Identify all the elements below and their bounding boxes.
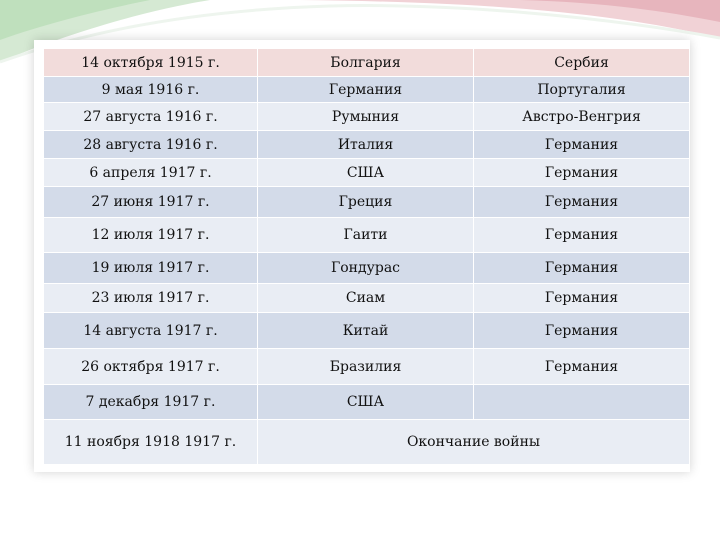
enemy-cell: Германия <box>473 312 690 349</box>
enemy-cell: Австро-Венгрия <box>473 102 690 131</box>
date-cell: 28 августа 1916 г. <box>43 130 258 159</box>
date-cell: 9 мая 1916 г. <box>43 76 258 103</box>
country-cell: США <box>257 384 474 420</box>
country-cell: Сиам <box>257 283 474 313</box>
table-row: 27 июня 1917 г. Греция Германия <box>43 186 690 218</box>
enemy-cell: Германия <box>473 158 690 187</box>
decorative-swoosh <box>0 0 720 64</box>
enemy-cell: Германия <box>473 186 690 218</box>
table-row: 14 августа 1917 г. Китай Германия <box>43 312 690 349</box>
date-cell: 27 июня 1917 г. <box>43 186 258 218</box>
date-cell: 7 декабря 1917 г. <box>43 384 258 420</box>
date-cell: 11 ноября 1918 1917 г. <box>43 419 258 465</box>
table-row: 19 июля 1917 г. Гондурас Германия <box>43 252 690 284</box>
enemy-cell: Германия <box>473 252 690 284</box>
enemy-cell <box>473 384 690 420</box>
date-cell: 12 июля 1917 г. <box>43 217 258 253</box>
date-cell: 14 октября 1915 г. <box>43 48 258 77</box>
table-row: 6 апреля 1917 г. США Германия <box>43 158 690 187</box>
date-cell: 27 августа 1916 г. <box>43 102 258 131</box>
table-row: 23 июля 1917 г. Сиам Германия <box>43 283 690 313</box>
enemy-cell: Германия <box>473 217 690 253</box>
table-row: 9 мая 1916 г. Германия Португалия <box>43 76 690 103</box>
date-cell: 6 апреля 1917 г. <box>43 158 258 187</box>
country-cell: Бразилия <box>257 348 474 385</box>
table-row: 12 июля 1917 г. Гаити Германия <box>43 217 690 253</box>
table-row: 26 октября 1917 г. Бразилия Германия <box>43 348 690 385</box>
enemy-cell: Сербия <box>473 48 690 77</box>
country-cell: Гондурас <box>257 252 474 284</box>
table-row: 14 октября 1915 г. Болгария Сербия <box>43 48 690 77</box>
date-cell: 23 июля 1917 г. <box>43 283 258 313</box>
country-cell: Румыния <box>257 102 474 131</box>
war-end-cell: Окончание войны <box>257 419 690 465</box>
country-cell: Италия <box>257 130 474 159</box>
enemy-cell: Португалия <box>473 76 690 103</box>
enemy-cell: Германия <box>473 130 690 159</box>
country-cell: Греция <box>257 186 474 218</box>
enemy-cell: Германия <box>473 283 690 313</box>
enemy-cell: Германия <box>473 348 690 385</box>
table-row: 27 августа 1916 г. Румыния Австро-Венгри… <box>43 102 690 131</box>
country-cell: Китай <box>257 312 474 349</box>
date-cell: 26 октября 1917 г. <box>43 348 258 385</box>
country-cell: Гаити <box>257 217 474 253</box>
table-row: 11 ноября 1918 1917 г. Окончание войны <box>43 419 690 465</box>
country-cell: Германия <box>257 76 474 103</box>
country-cell: Болгария <box>257 48 474 77</box>
war-declarations-table: 14 октября 1915 г. Болгария Сербия 9 мая… <box>43 48 690 465</box>
country-cell: США <box>257 158 474 187</box>
date-cell: 19 июля 1917 г. <box>43 252 258 284</box>
date-cell: 14 августа 1917 г. <box>43 312 258 349</box>
table-row: 7 декабря 1917 г. США <box>43 384 690 420</box>
table-row: 28 августа 1916 г. Италия Германия <box>43 130 690 159</box>
